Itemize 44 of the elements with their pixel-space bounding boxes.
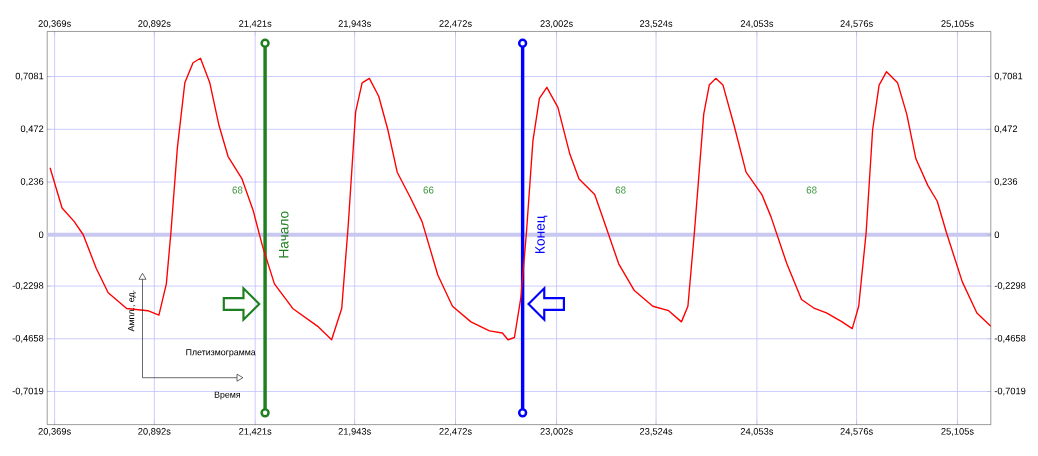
y-tick-label: -0,2298 [12, 282, 44, 290]
annotation: Плетизмограмма [186, 349, 256, 358]
x-tick-label: 24,576s [840, 20, 873, 28]
x2-tick-label: 24,576s [840, 428, 873, 436]
annotation: 68 [232, 186, 243, 194]
y-tick-label: -0,4658 [12, 334, 44, 343]
annotation: Ампл., ед. [128, 290, 136, 332]
y2-tick-label: 0,472 [994, 125, 1018, 134]
annotation: Время [214, 391, 240, 400]
annotation: 68 [615, 186, 626, 194]
y2-tick-label: 0,7081 [994, 72, 1023, 81]
y-tick-label: 0,7081 [15, 72, 44, 81]
annotation: 68 [806, 186, 817, 194]
line-series [49, 57, 991, 341]
annotation: 66 [423, 186, 434, 194]
x2-tick-label: 23,524s [639, 428, 673, 436]
x-tick-label: 24,053s [740, 20, 774, 28]
x-tick-label: 25,105s [941, 20, 974, 28]
x-tick-label: 20,369s [38, 20, 71, 28]
ref-line-label: Начало [278, 211, 289, 258]
y-tick-label: 0,472 [20, 125, 44, 134]
x2-tick-label: 22,472s [439, 428, 472, 436]
x2-tick-label: 20,892s [138, 428, 171, 436]
x2-tick-label: 23,002s [540, 428, 573, 436]
x-tick-label: 21,421s [239, 20, 272, 28]
y2-tick-label: 0 [994, 231, 1000, 239]
y2-tick-label: -0,7019 [994, 387, 1026, 396]
ref-line-label: Конец [535, 215, 548, 253]
x2-tick-label: 21,943s [338, 428, 371, 436]
x-tick-label: 21,943s [338, 20, 371, 28]
x2-tick-label: 24,053s [740, 428, 774, 436]
y2-tick-label: 0,236 [994, 178, 1018, 186]
y2-tick-label: -0,2298 [994, 282, 1026, 290]
y-tick-label: 0,236 [20, 178, 44, 186]
x2-tick-label: 20,369s [38, 428, 71, 436]
x-tick-label: 23,002s [540, 20, 573, 28]
y-tick-label: 0 [38, 231, 44, 239]
y2-tick-label: -0,4658 [994, 334, 1026, 343]
x2-tick-label: 21,421s [239, 428, 272, 436]
x2-tick-label: 25,105s [941, 428, 974, 436]
x-tick-label: 23,524s [639, 20, 673, 28]
x-tick-label: 22,472s [439, 20, 472, 28]
x-tick-label: 20,892s [138, 20, 171, 28]
y-tick-label: -0,7019 [12, 387, 44, 396]
